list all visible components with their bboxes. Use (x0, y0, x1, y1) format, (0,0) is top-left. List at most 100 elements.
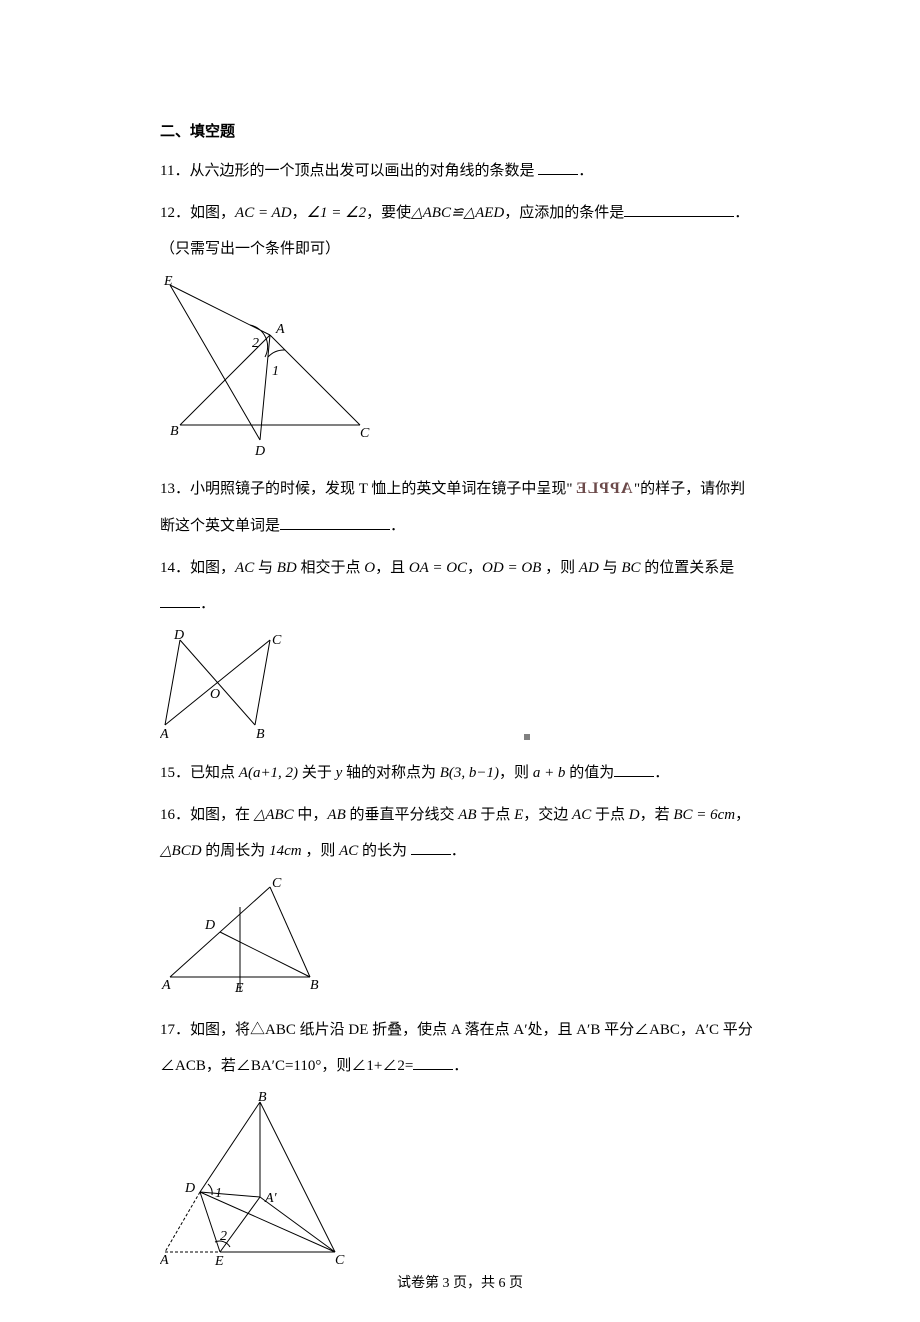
q16-eq9: 14cm (269, 843, 302, 859)
q16-text-l: ． (451, 843, 466, 859)
q16-blank (411, 839, 451, 855)
q17-label-E: E (214, 1254, 224, 1267)
q14-num: 14． (160, 560, 190, 576)
q16-eq10: AC (339, 843, 358, 859)
q12-label-2: 2 (252, 336, 259, 351)
question-13: 13．小明照镜子的时候，发现 T 恤上的英文单词在镜子中呈现"APPLE"的样子… (160, 470, 760, 544)
q15-eq4: a + b (533, 765, 566, 781)
q12-eq3: △ABC≌△AED (411, 205, 504, 221)
q16-label-D: D (204, 918, 215, 933)
q15-text-c: 轴的对称点为 (342, 765, 440, 781)
q14-eq6: AD (579, 560, 599, 576)
question-12: 12．如图，AC = AD，∠1 = ∠2，要使△ABC≌△AED，应添加的条件… (160, 195, 760, 267)
q16-text-i: 的周长为 (202, 843, 270, 859)
q16-eq4: E (514, 807, 523, 823)
q12-label-A: A (275, 322, 285, 337)
q16-eq1: △ABC (254, 807, 294, 823)
q16-text-h: ， (735, 807, 750, 823)
question-11: 11．从六边形的一个顶点出发可以画出的对角线的条数是 ． (160, 153, 760, 189)
q12-blank (624, 201, 734, 217)
q15-eq3: B(3, b−1) (440, 765, 499, 781)
q16-label-C: C (272, 877, 282, 891)
q16-label-B: B (310, 978, 319, 993)
q16-text-d: 于点 (477, 807, 515, 823)
page-footer: 试卷第 3 页，共 6 页 (0, 1272, 920, 1292)
q16-label-A: A (161, 978, 171, 993)
q16-eq3: AB (458, 807, 476, 823)
q14-eq5: OD = OB (482, 560, 541, 576)
q14-svg: D C A B O (160, 630, 300, 740)
q14-label-B: B (256, 727, 265, 740)
q16-text-a: 如图，在 (190, 807, 254, 823)
q12-sep1: ， (292, 205, 307, 221)
q14-text-d: ，且 (375, 560, 409, 576)
q16-eq8: △BCD (160, 843, 202, 859)
q13-text-c: ． (390, 518, 405, 534)
q14-label-A: A (160, 727, 169, 740)
q12-label-D: D (254, 444, 265, 455)
q12-label-B: B (170, 424, 179, 439)
q17-label-C: C (335, 1253, 345, 1267)
q16-eq6: D (629, 807, 640, 823)
q16-label-E: E (234, 981, 244, 996)
q14-text-c: 相交于点 (297, 560, 365, 576)
q13-text-a: 小明照镜子的时候，发现 T 恤上的英文单词在镜子中呈现" (190, 481, 573, 497)
q14-text-h: ． (200, 596, 215, 612)
q17-label-A: A (160, 1253, 169, 1267)
q14-blank (160, 592, 200, 608)
q16-text-g: ，若 (640, 807, 674, 823)
q17-figure: B D A′ A E C 1 2 (160, 1092, 760, 1272)
q12-text-b: ，要使 (366, 205, 411, 221)
q16-text-f: 于点 (591, 807, 629, 823)
q16-eq2: AB (327, 807, 345, 823)
q12-label-C: C (360, 426, 370, 441)
q15-text-d: ，则 (499, 765, 533, 781)
q14-label-C: C (272, 633, 282, 648)
q12-figure: E A B C D 2 1 (160, 275, 760, 460)
q15-text-e: 的值为 (565, 765, 614, 781)
q16-svg: A B C E D (160, 877, 340, 997)
q13-mirror-word: APPLE (573, 470, 634, 508)
q14-text-a: 如图， (190, 560, 235, 576)
q17-text-b: ． (453, 1058, 468, 1074)
section-title: 二、填空题 (160, 120, 760, 141)
q17-label-Ap: A′ (264, 1191, 278, 1206)
q17-label-B: B (258, 1092, 267, 1105)
q17-num: 17． (160, 1022, 190, 1038)
q17-svg: B D A′ A E C 1 2 (160, 1092, 360, 1267)
q16-text-j: ，则 (302, 843, 340, 859)
exam-page: 二、填空题 11．从六边形的一个顶点出发可以画出的对角线的条数是 ． 12．如图… (0, 0, 920, 1322)
q16-eq7: BC = 6cm (673, 807, 735, 823)
q17-blank (413, 1054, 453, 1070)
q14-sep: ， (467, 560, 482, 576)
q15-text-a: 已知点 (190, 765, 239, 781)
q14-text-f: 与 (599, 560, 622, 576)
q16-text-b: 中， (294, 807, 328, 823)
q11-text-b: ． (578, 163, 593, 179)
q14-eq7: BC (621, 560, 640, 576)
q11-num: 11． (160, 163, 189, 179)
q15-text-f: ． (654, 765, 669, 781)
q16-text-e: ，交边 (523, 807, 572, 823)
question-15: 15．已知点 A(a+1, 2) 关于 y 轴的对称点为 B(3, b−1)，则… (160, 755, 760, 791)
q15-text-b: 关于 (298, 765, 336, 781)
q16-text-k: 的长为 (358, 843, 411, 859)
q17-label-2: 2 (220, 1229, 227, 1244)
q15-eq1: A(a+1, 2) (239, 765, 298, 781)
q14-figure: D C A B O (160, 630, 760, 745)
q13-blank (280, 514, 390, 530)
q14-eq2: BD (277, 560, 297, 576)
q11-blank (538, 159, 578, 175)
q12-text-c: ，应添加的条件是 (504, 205, 624, 221)
decorative-square (524, 734, 530, 740)
q12-svg: E A B C D 2 1 (160, 275, 380, 455)
q15-blank (614, 761, 654, 777)
q12-label-1: 1 (272, 364, 279, 379)
q14-text-e: ，则 (541, 560, 579, 576)
q17-label-D: D (184, 1181, 195, 1196)
question-16: 16．如图，在 △ABC 中，AB 的垂直平分线交 AB 于点 E，交边 AC … (160, 797, 760, 869)
q14-eq1: AC (235, 560, 254, 576)
q14-text-g: 的位置关系是 (641, 560, 735, 576)
q16-text-c: 的垂直平分线交 (346, 807, 459, 823)
q12-label-E: E (163, 275, 173, 289)
